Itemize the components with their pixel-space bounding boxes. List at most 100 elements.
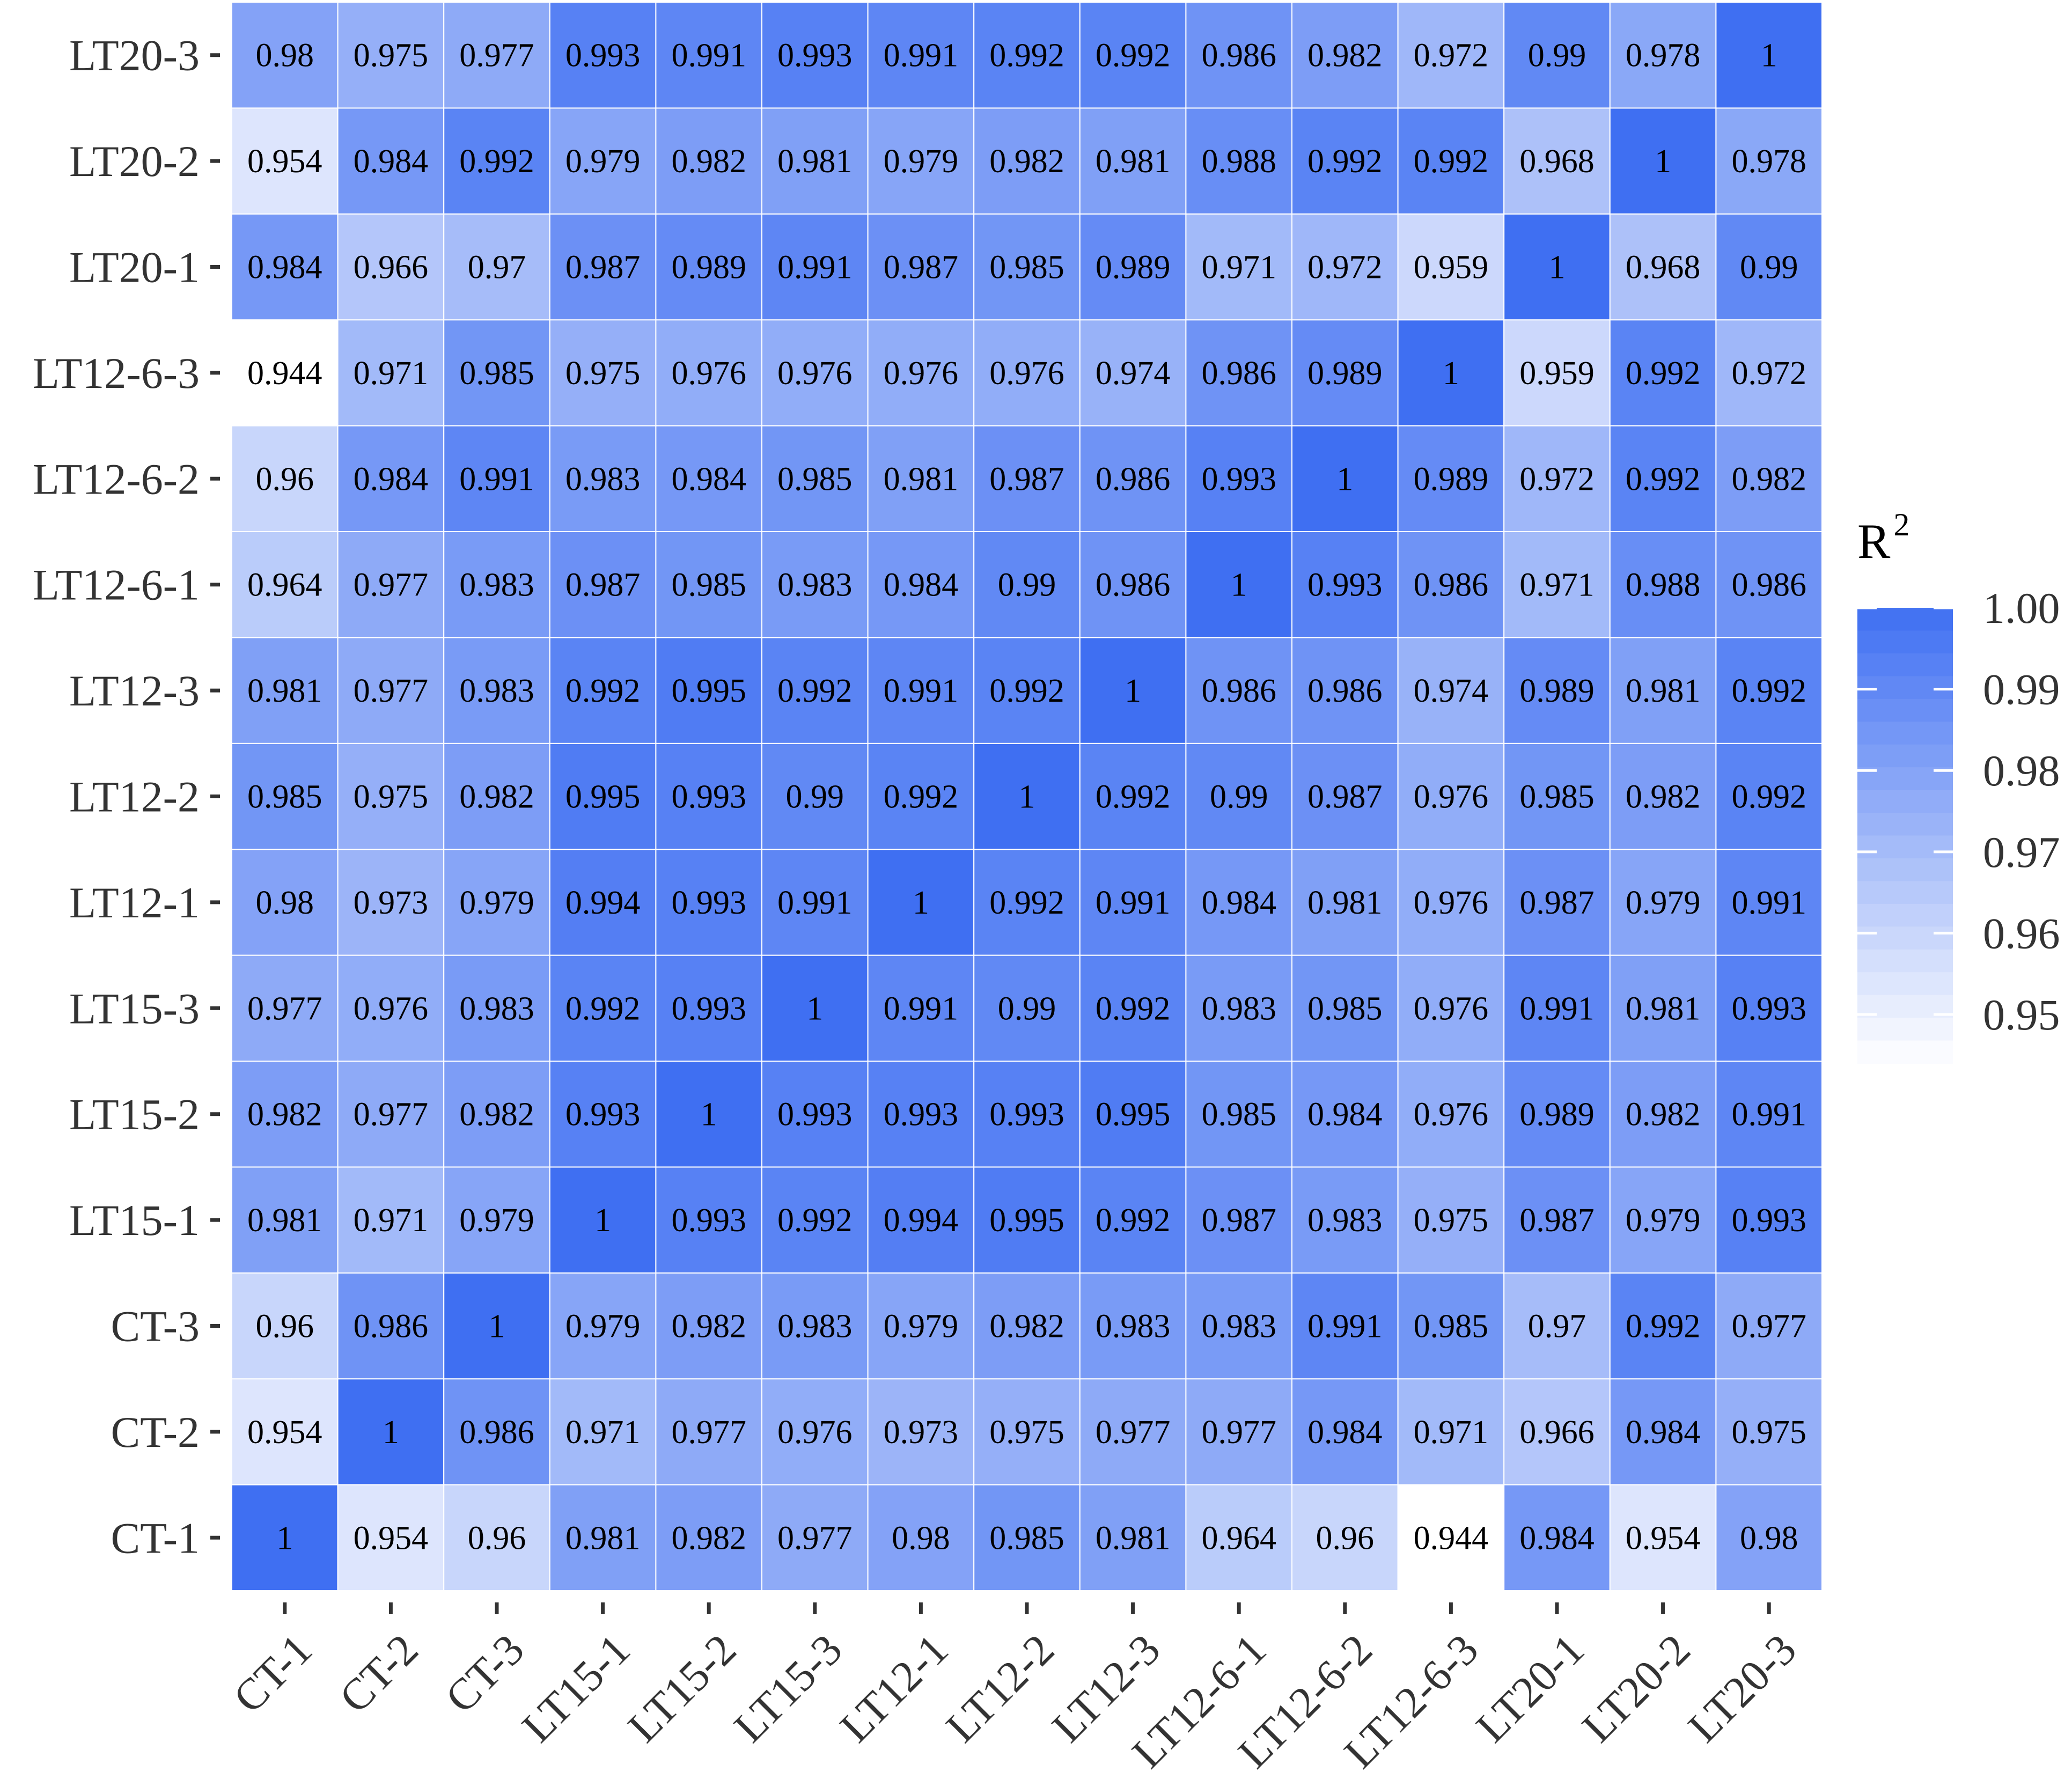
cell-value-label: 0.991	[1519, 990, 1595, 1027]
heatmap-cell	[1079, 107, 1187, 215]
cell-value-label: 0.991	[777, 885, 853, 921]
cell-value-label: 0.986	[1731, 567, 1806, 604]
cell-value-label: 0.981	[1096, 1520, 1171, 1556]
heatmap-cell	[549, 1484, 657, 1592]
heatmap-cell	[337, 1484, 445, 1592]
heatmap-cell	[337, 213, 445, 321]
heatmap-cell	[1397, 1061, 1505, 1168]
heatmap-cell	[1609, 742, 1717, 850]
cell-value-label: 1	[913, 885, 929, 921]
x-tick-label: CT-1	[224, 1625, 321, 1722]
y-tick-label: LT12-1	[69, 878, 200, 927]
cell-value-label: 0.984	[671, 461, 746, 497]
heatmap-cell	[761, 1272, 869, 1380]
heatmap-cell	[867, 2, 975, 109]
x-tick-label: LT20-1	[1467, 1625, 1593, 1752]
legend-color-step	[1857, 903, 1953, 928]
cell-value-label: 0.983	[1307, 1202, 1383, 1239]
heatmap-cell	[1291, 1061, 1399, 1168]
x-tick-label: CT-2	[330, 1625, 427, 1722]
cell-value-label: 0.991	[777, 249, 853, 286]
heatmap-cell	[1397, 425, 1505, 532]
cell-value-label: 0.993	[671, 990, 746, 1027]
heatmap-cell	[549, 213, 657, 321]
cell-value-label: 0.984	[884, 567, 959, 604]
heatmap-cell	[973, 213, 1081, 321]
cell-value-label: 0.982	[989, 143, 1064, 180]
cell-value-label: 0.992	[1626, 461, 1701, 497]
cell-value-label: 0.992	[1096, 1202, 1171, 1239]
cell-value-label: 0.991	[884, 990, 959, 1027]
cell-value-label: 0.993	[671, 779, 746, 815]
heatmap-cell	[1185, 1166, 1292, 1274]
cell-value-label: 0.988	[1626, 567, 1701, 604]
heatmap-cell	[1609, 954, 1717, 1062]
x-tick-label: CT-3	[436, 1625, 533, 1722]
heatmap-cell	[443, 425, 550, 532]
cell-value-label: 0.976	[671, 355, 746, 392]
heatmap-cell	[1079, 742, 1187, 850]
heatmap-cell	[761, 213, 869, 321]
cell-value-label: 0.993	[671, 1202, 746, 1239]
heatmap-cell	[1079, 531, 1187, 638]
cell-value-label: 0.978	[1626, 38, 1701, 74]
cell-value-label: 0.992	[459, 143, 534, 180]
heatmap-cell	[443, 213, 550, 321]
cell-value-label: 0.986	[1201, 673, 1276, 709]
cell-value-label: 0.993	[565, 1097, 641, 1133]
heatmap-cell	[1715, 213, 1823, 321]
cell-value-label: 0.99	[998, 567, 1056, 604]
cell-value-label: 0.99	[1210, 779, 1268, 815]
heatmap-cell	[973, 637, 1081, 744]
heatmap-cell	[443, 531, 550, 638]
heatmap-cell	[1185, 637, 1292, 744]
heatmap-cell	[1715, 742, 1823, 850]
heatmap-cell	[549, 954, 657, 1062]
heatmap-cell	[973, 1378, 1081, 1485]
heatmap-cell	[1079, 1484, 1187, 1592]
cell-value-label: 0.992	[1096, 779, 1171, 815]
heatmap-cell	[1079, 954, 1187, 1062]
cell-value-label: 0.984	[1626, 1414, 1701, 1451]
cell-value-label: 0.992	[777, 1202, 853, 1239]
heatmap-cell	[1609, 1166, 1717, 1274]
heatmap-cell	[443, 849, 550, 956]
heatmap-cell	[549, 531, 657, 638]
heatmap-cell	[1291, 425, 1399, 532]
heatmap-cell	[1503, 425, 1611, 532]
heatmap-cell	[655, 1272, 763, 1380]
cell-value-label: 0.977	[671, 1414, 746, 1451]
legend-color-step	[1857, 653, 1953, 677]
legend-color-step	[1857, 1040, 1953, 1064]
heatmap-cell	[1397, 954, 1505, 1062]
cell-value-label: 0.988	[1201, 143, 1276, 180]
cell-value-label: 0.984	[1201, 885, 1276, 921]
cell-value-label: 0.992	[1731, 779, 1806, 815]
cell-value-label: 0.992	[565, 990, 641, 1027]
y-tick-label: LT12-3	[69, 666, 200, 715]
cell-value-label: 0.984	[1519, 1520, 1595, 1556]
cell-value-label: 0.954	[247, 1414, 322, 1451]
heatmap-cell	[231, 1061, 339, 1168]
heatmap-cell	[973, 2, 1081, 109]
cell-value-label: 0.99	[1528, 38, 1586, 74]
heatmap-cell	[549, 1378, 657, 1485]
heatmap-cell	[1079, 2, 1187, 109]
cell-value-label: 0.971	[1519, 567, 1595, 604]
heatmap-cell	[655, 742, 763, 850]
cell-value-label: 0.993	[884, 1097, 959, 1133]
heatmap-cell	[973, 319, 1081, 426]
heatmap-cell	[1185, 742, 1292, 850]
cell-value-label: 0.982	[247, 1097, 322, 1133]
cell-value-label: 0.975	[1414, 1202, 1489, 1239]
cell-value-label: 0.993	[671, 885, 746, 921]
x-tick-label: LT20-2	[1573, 1625, 1699, 1752]
heatmap-cell	[1079, 849, 1187, 956]
heatmap-cell	[1609, 1378, 1717, 1485]
cell-value-label: 0.982	[671, 1308, 746, 1345]
heatmap-cell	[549, 637, 657, 744]
heatmap-cell	[867, 213, 975, 321]
heatmap-cell	[1609, 849, 1717, 956]
y-tick-label: LT15-1	[69, 1196, 200, 1245]
cell-value-label: 0.992	[989, 38, 1064, 74]
